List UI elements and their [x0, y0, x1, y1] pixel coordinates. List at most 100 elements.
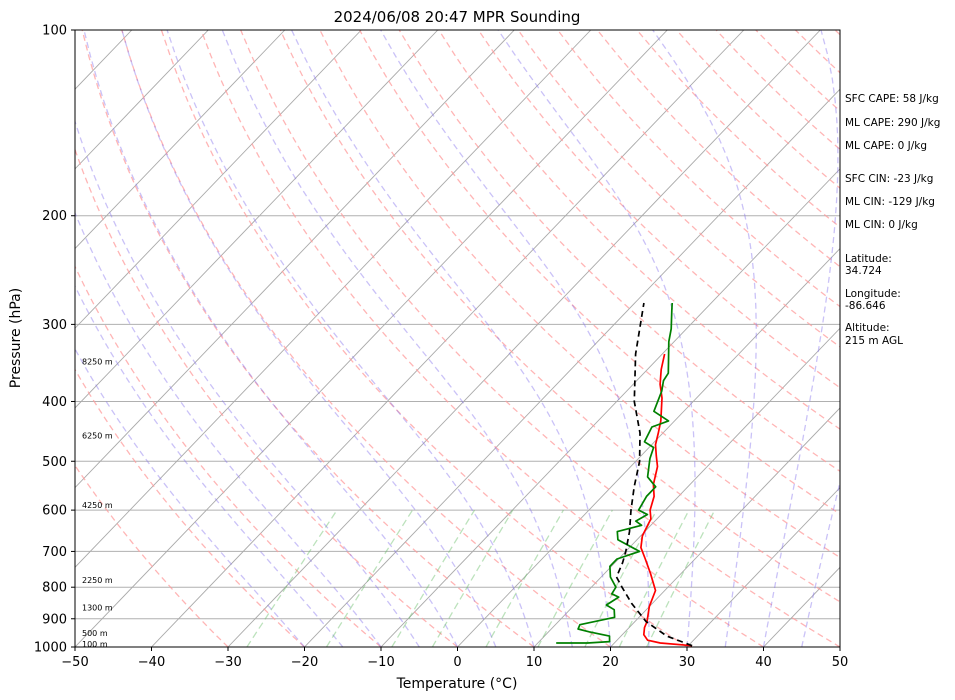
moist-adiabat-line: [75, 347, 305, 647]
isotherm-line: [75, 30, 592, 568]
altitude-label: 6250 m: [82, 432, 113, 441]
x-tick-label: −30: [214, 655, 241, 670]
dry-adiabat-line: [279, 30, 840, 603]
dry-adiabat-line: [75, 368, 305, 647]
isotherm-line: [380, 168, 840, 647]
y-tick-label: 300: [42, 318, 67, 333]
longitude-label: Longitude:: [845, 288, 901, 300]
chart-title: 2024/06/08 20:47 MPR Sounding: [334, 8, 581, 26]
mixing-ratio-line: [618, 509, 690, 647]
altitude-label: 8250 m: [82, 357, 113, 366]
moist-adiabat-line: [121, 30, 497, 647]
x-tick-label: −50: [61, 655, 88, 670]
moist-adiabat-line: [380, 30, 650, 647]
altitude-value: 215 m AGL: [845, 335, 903, 347]
x-axis-label: Temperature (°C): [396, 676, 518, 692]
ml-cape-text-2: ML CAPE: 0 J/kg: [845, 140, 927, 152]
dry-adiabat-line: [160, 30, 688, 647]
y-tick-label: 100: [42, 24, 67, 39]
dry-adiabat-line: [517, 30, 840, 348]
y-axis-label: Pressure (hPa): [8, 288, 24, 388]
moist-adiabat-line: [291, 30, 612, 647]
dry-adiabat-line: [319, 30, 840, 559]
y-tick-label: 1000: [34, 641, 67, 656]
mixing-ratio-line: [325, 509, 414, 647]
altitude-label: 500 m: [82, 629, 108, 638]
mixing-ratio-line: [391, 509, 476, 647]
moist-adiabat-line: [762, 30, 839, 647]
dry-adiabat-line: [359, 30, 840, 515]
isotherm-line: [457, 247, 840, 647]
longitude-value: -86.646: [845, 300, 886, 312]
latitude-label: Latitude:: [845, 253, 892, 265]
moist-adiabat-line: [166, 30, 535, 647]
x-tick-label: 10: [526, 655, 543, 670]
moist-adiabat-line: [497, 30, 696, 647]
plot-frame: [74, 29, 841, 648]
x-tick-label: −20: [291, 655, 318, 670]
isotherm-line: [75, 30, 286, 250]
y-tick-label: 200: [42, 209, 67, 224]
x-tick-label: 40: [755, 655, 772, 670]
x-tick-label: 50: [832, 655, 849, 670]
y-tick-label: 400: [42, 395, 67, 410]
ml-cin-text-1: ML CIN: -129 J/kg: [845, 196, 935, 208]
isotherm-line: [227, 30, 821, 647]
dry-adiabat-line: [240, 30, 840, 647]
moist-adiabat-line: [83, 30, 459, 647]
dry-adiabat-line: [200, 30, 764, 647]
ml-cin-text-2: ML CIN: 0 J/kg: [845, 219, 918, 231]
dry-adiabat-line: [81, 30, 535, 647]
side-panel: SFC CAPE: 58 J/kg ML CAPE: 290 J/kg ML C…: [845, 93, 940, 347]
moist-adiabat-line: [75, 119, 420, 647]
isotherm-line: [75, 30, 668, 647]
moist-adiabat-line: [221, 30, 573, 647]
latitude-value: 34.724: [845, 265, 882, 277]
isotherm-line: [686, 486, 840, 647]
isotherm-line: [533, 327, 840, 647]
dry-adiabat-line: [557, 30, 840, 308]
ml-cape-text-1: ML CAPE: 290 J/kg: [845, 117, 940, 129]
x-tick-label: 0: [453, 655, 461, 670]
altitude-label: 1300 m: [82, 604, 113, 613]
x-tick-label: −40: [138, 655, 165, 670]
isotherm-line: [151, 30, 745, 647]
altitude-label: 100 m: [82, 640, 108, 649]
y-tick-label: 600: [42, 504, 67, 519]
altitude-label: Altitude:: [845, 322, 890, 334]
altitude-label: 4250 m: [82, 501, 113, 510]
mixing-ratio-line: [485, 509, 564, 647]
dry-adiabat-line: [75, 464, 229, 647]
x-tick-label: 20: [602, 655, 619, 670]
dry-adiabat-line: [75, 147, 458, 647]
isotherm-line: [75, 30, 362, 329]
x-tick-label: 30: [679, 655, 696, 670]
y-tick-label: 800: [42, 581, 67, 596]
mixing-ratio-line: [646, 509, 716, 647]
y-tick-label: 900: [42, 612, 67, 627]
dry-adiabat-line: [75, 265, 382, 647]
isotherm-line: [304, 88, 840, 647]
mixing-ratio-line: [246, 509, 338, 647]
temperature-line: [640, 353, 693, 647]
dry-adiabat-line: [121, 30, 611, 647]
sfc-cape-text: SFC CAPE: 58 J/kg: [845, 93, 939, 105]
moist-adiabat-line: [801, 479, 840, 647]
isotherm-line: [75, 30, 515, 489]
y-tick-label: 500: [42, 455, 67, 470]
isotherm-line: [75, 30, 209, 170]
mixing-ratio-line: [537, 509, 613, 647]
parcel-path-line: [615, 302, 693, 647]
altitude-label: 2250 m: [82, 576, 113, 585]
x-tick-label: −10: [367, 655, 394, 670]
isotherm-line: [610, 407, 840, 647]
moist-adiabat-line: [652, 30, 757, 647]
moist-adiabat-line: [75, 211, 382, 647]
mixing-ratio-line: [431, 509, 514, 647]
y-tick-label: 700: [42, 545, 67, 560]
dewpoint-line: [556, 302, 674, 644]
isotherm-line: [75, 30, 439, 409]
moist-adiabat-line: [75, 284, 344, 647]
sfc-cin-text: SFC CIN: -23 J/kg: [845, 173, 933, 185]
